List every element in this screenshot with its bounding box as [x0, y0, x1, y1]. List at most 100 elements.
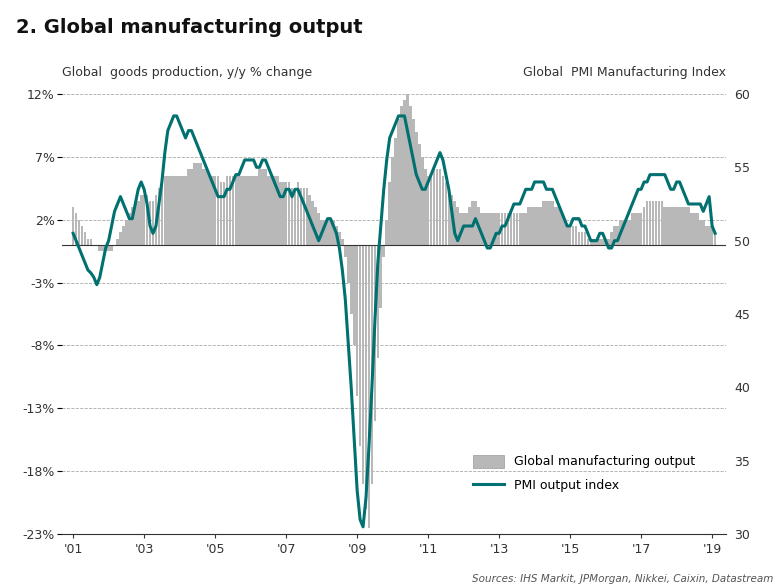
Bar — [708, 226, 711, 245]
Bar — [208, 176, 211, 245]
Bar — [143, 194, 145, 245]
Bar — [267, 176, 269, 245]
Bar — [341, 238, 344, 245]
Bar — [424, 170, 426, 245]
Bar — [664, 207, 666, 245]
Bar — [598, 238, 601, 245]
Bar — [259, 170, 261, 245]
Bar — [317, 214, 320, 245]
Bar — [315, 207, 317, 245]
Bar — [391, 157, 394, 245]
Bar — [451, 194, 453, 245]
Bar — [610, 232, 613, 245]
Bar — [661, 201, 663, 245]
Bar — [672, 207, 675, 245]
Bar — [371, 245, 373, 484]
Bar — [294, 188, 296, 245]
Bar — [669, 207, 672, 245]
Bar — [90, 238, 92, 245]
Bar — [616, 226, 619, 245]
Bar — [287, 182, 291, 245]
Bar — [148, 201, 152, 245]
Bar — [448, 188, 450, 245]
Bar — [383, 245, 385, 258]
Bar — [398, 119, 400, 245]
Bar — [264, 170, 267, 245]
Bar — [406, 94, 408, 245]
Bar — [436, 170, 438, 245]
Bar — [137, 201, 140, 245]
Bar — [418, 144, 421, 245]
Bar — [693, 214, 696, 245]
Bar — [578, 232, 580, 245]
Bar — [128, 214, 130, 245]
Bar — [654, 201, 658, 245]
Bar — [385, 220, 388, 245]
Bar — [152, 201, 155, 245]
Bar — [512, 214, 515, 245]
Bar — [501, 214, 504, 245]
Bar — [193, 163, 196, 245]
Bar — [234, 176, 237, 245]
Bar — [273, 176, 276, 245]
Bar — [155, 194, 157, 245]
Bar — [454, 201, 456, 245]
Bar — [87, 238, 89, 245]
Bar — [335, 226, 337, 245]
Bar — [666, 207, 669, 245]
Bar — [249, 176, 252, 245]
Bar — [388, 182, 391, 245]
Bar — [474, 201, 476, 245]
Bar — [583, 232, 587, 245]
Bar — [681, 207, 684, 245]
Legend: Global manufacturing output, PMI output index: Global manufacturing output, PMI output … — [468, 450, 700, 497]
Bar — [613, 226, 616, 245]
Bar — [116, 238, 119, 245]
Bar — [421, 157, 423, 245]
Bar — [676, 207, 678, 245]
Bar — [483, 214, 486, 245]
Bar — [658, 201, 660, 245]
Bar — [646, 201, 648, 245]
Bar — [433, 170, 435, 245]
Bar — [678, 207, 681, 245]
Bar — [459, 214, 462, 245]
Bar — [527, 207, 530, 245]
Bar — [246, 176, 249, 245]
Bar — [690, 214, 693, 245]
Bar — [696, 214, 699, 245]
Bar — [308, 194, 311, 245]
Bar — [542, 201, 545, 245]
Bar — [176, 176, 178, 245]
Bar — [202, 170, 205, 245]
Bar — [199, 163, 201, 245]
Bar — [486, 214, 489, 245]
Bar — [261, 170, 264, 245]
Bar — [163, 176, 166, 245]
Text: Global  goods production, y/y % change: Global goods production, y/y % change — [62, 66, 312, 79]
Bar — [196, 163, 198, 245]
Bar — [291, 188, 294, 245]
Bar — [595, 238, 598, 245]
Bar — [285, 182, 287, 245]
Bar — [539, 207, 542, 245]
Bar — [714, 232, 716, 245]
Bar — [300, 188, 302, 245]
Bar — [362, 245, 365, 484]
Bar — [465, 214, 468, 245]
Bar — [590, 238, 592, 245]
Bar — [255, 176, 258, 245]
Bar — [587, 238, 589, 245]
Bar — [412, 119, 415, 245]
Bar — [566, 226, 569, 245]
Bar — [107, 245, 110, 251]
Bar — [131, 207, 134, 245]
Text: Sources: IHS Markit, JPMorgan, Nikkei, Caixin, Datastream: Sources: IHS Markit, JPMorgan, Nikkei, C… — [472, 574, 773, 584]
Bar — [430, 176, 433, 245]
Bar — [492, 214, 494, 245]
Bar — [400, 106, 403, 245]
Bar — [231, 176, 234, 245]
Bar — [634, 214, 637, 245]
Bar — [344, 245, 347, 258]
Bar — [279, 182, 281, 245]
